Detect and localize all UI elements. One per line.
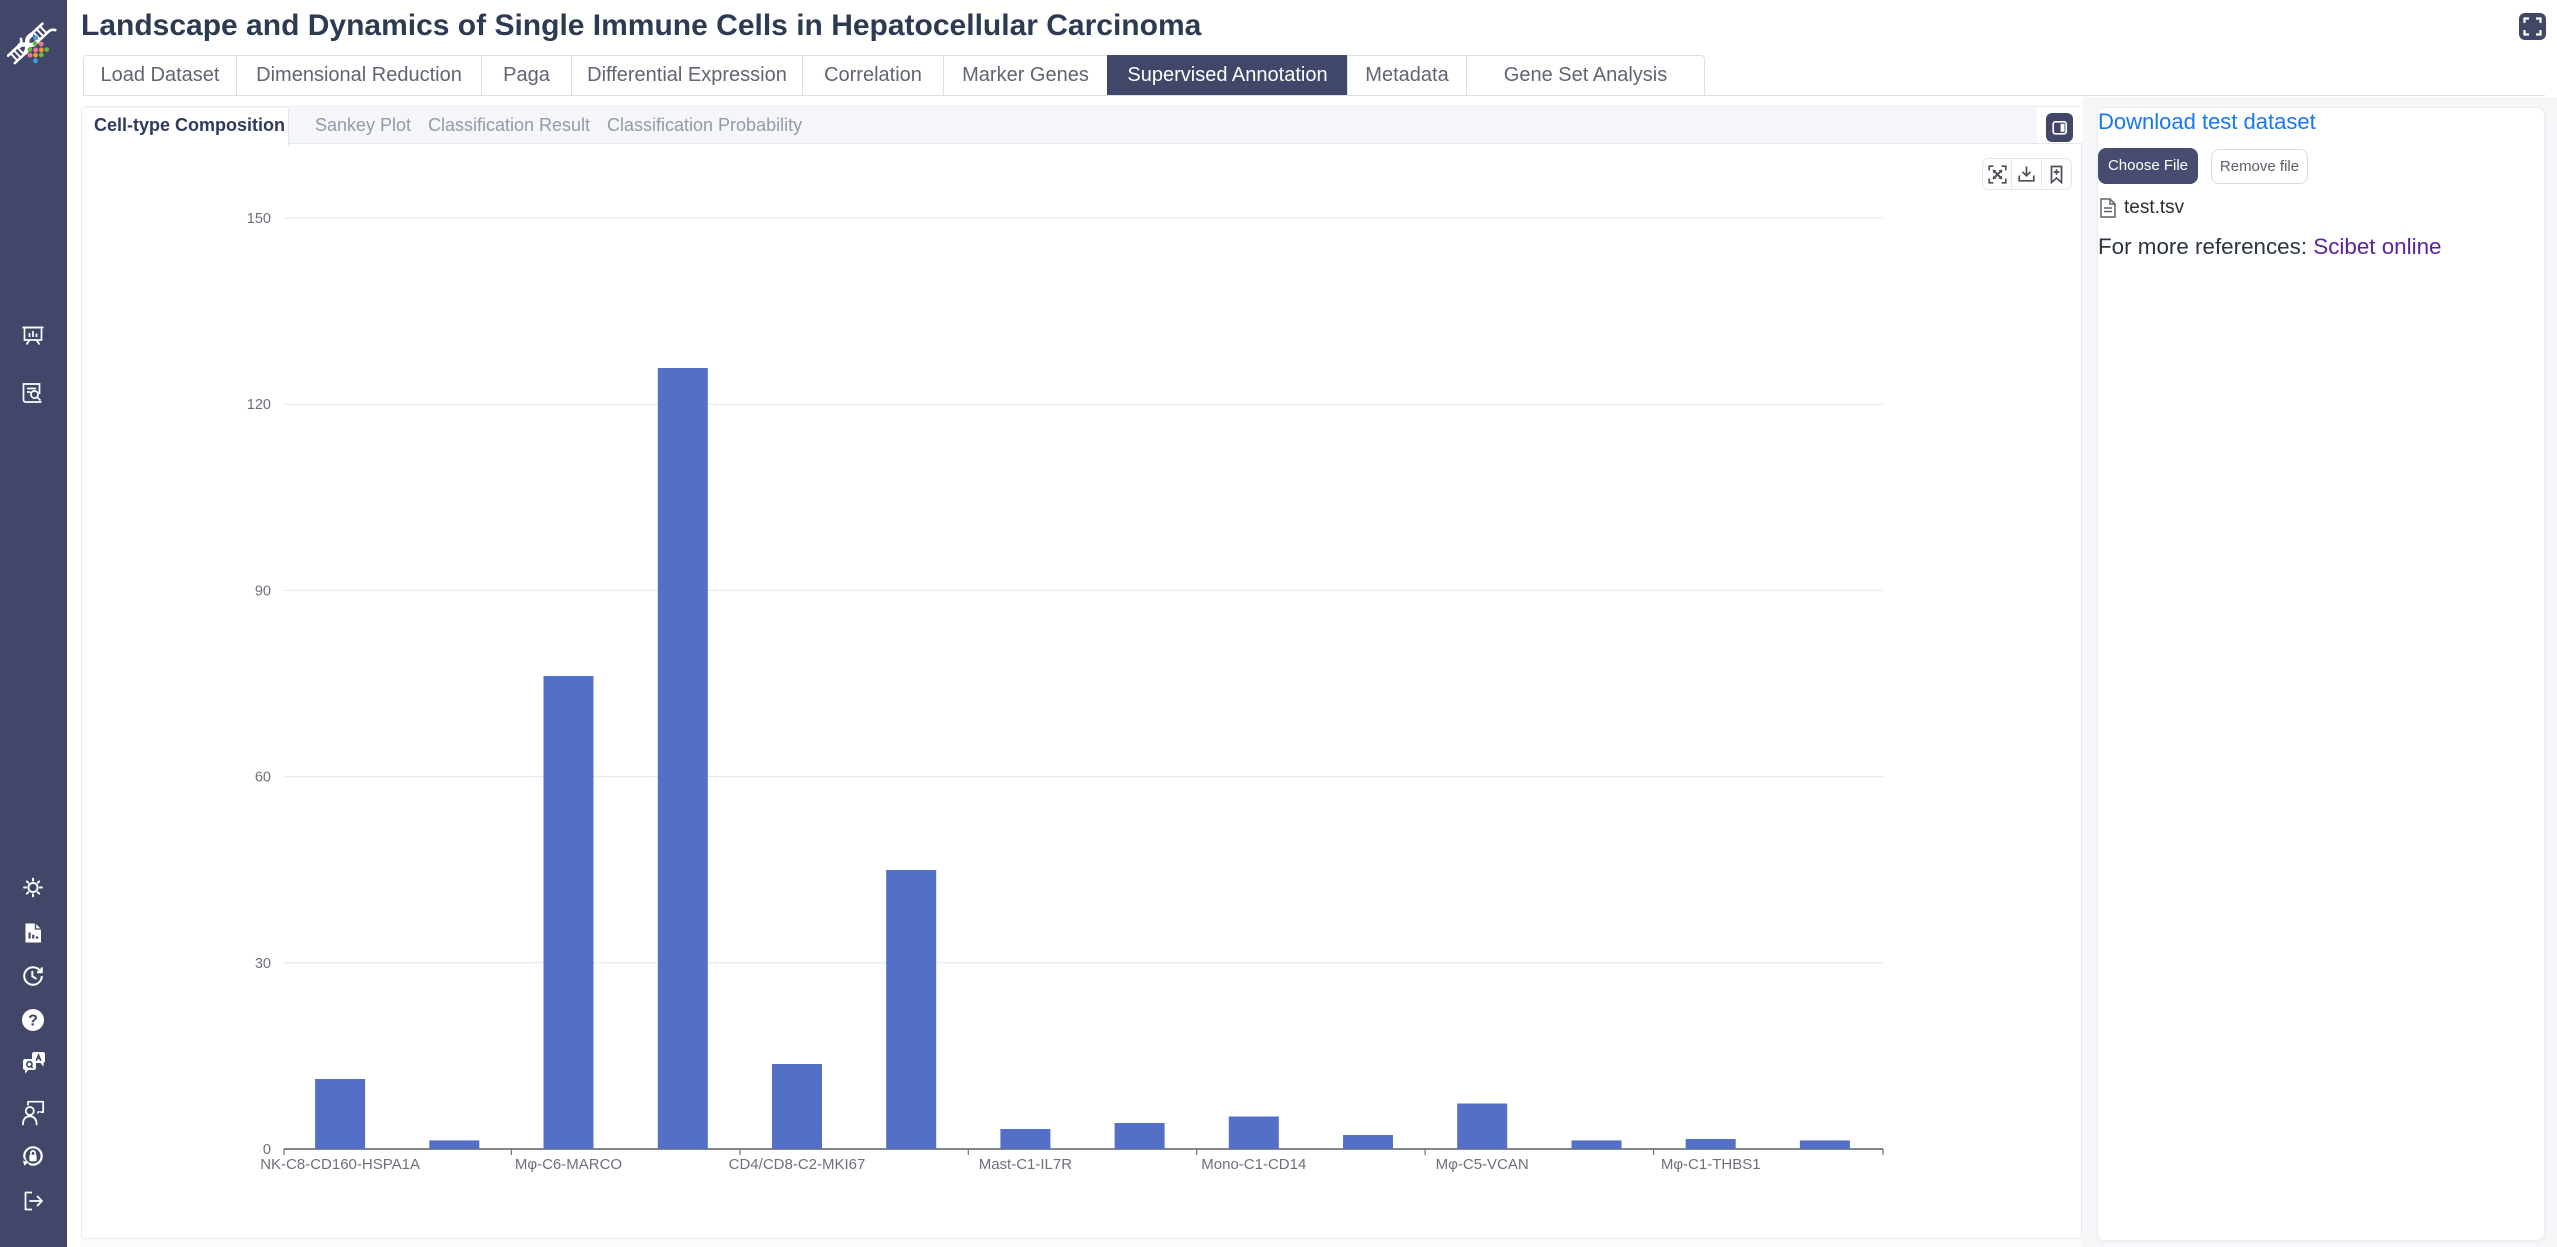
svg-text:150: 150 [247,211,271,227]
svg-text:120: 120 [247,397,271,413]
svg-text:Mφ-C5-VCAN: Mφ-C5-VCAN [1436,1156,1529,1173]
svg-text:Mφ-C1-THBS1: Mφ-C1-THBS1 [1661,1156,1761,1173]
svg-text:Mono-C1-CD14: Mono-C1-CD14 [1201,1156,1306,1173]
svg-text:30: 30 [255,956,271,972]
svg-text:CD4/CD8-C2-MKI67: CD4/CD8-C2-MKI67 [729,1156,866,1173]
svg-text:0: 0 [263,1142,271,1158]
svg-text:90: 90 [255,583,271,599]
svg-text:60: 60 [255,770,271,786]
svg-text:?: ? [28,1013,38,1030]
svg-text:NK-C8-CD160-HSPA1A: NK-C8-CD160-HSPA1A [260,1156,420,1173]
svg-text:Mast-C1-IL7R: Mast-C1-IL7R [979,1156,1073,1173]
svg-text:Mφ-C6-MARCO: Mφ-C6-MARCO [515,1156,622,1173]
